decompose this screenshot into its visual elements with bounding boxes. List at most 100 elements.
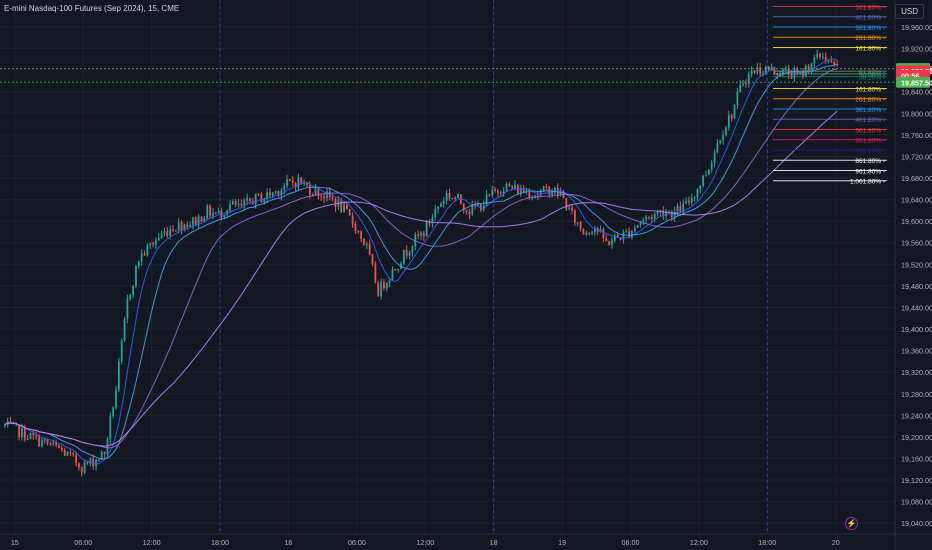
candle-body [454, 197, 457, 199]
candle-body [479, 204, 482, 211]
fib-level-label: 161.80% - [855, 45, 885, 52]
candle-body [269, 192, 271, 196]
candle-body [819, 53, 821, 58]
candle-body [132, 285, 134, 296]
candle-body [229, 204, 231, 211]
y-tick-label: 19,600.00 [901, 217, 932, 226]
candle-body [770, 66, 773, 71]
price-label: 19,857.50 [901, 78, 932, 87]
candle-body [18, 424, 20, 438]
candle-body [237, 203, 240, 205]
candle-body [457, 194, 459, 199]
candle-body [747, 74, 750, 84]
y-tick-label: 19,320.00 [901, 368, 932, 377]
moving-average-line [4, 58, 838, 465]
currency-selector[interactable]: USD [895, 4, 924, 19]
candle-body [331, 197, 334, 200]
candle-body [497, 190, 499, 193]
candle-body [58, 445, 60, 448]
candle-body [63, 449, 66, 456]
candle-body [545, 186, 548, 188]
candle-body [816, 53, 819, 58]
candle-body [639, 221, 642, 225]
candle-body [180, 222, 183, 231]
fib-level-label: 861.80% - [855, 158, 885, 165]
x-tick-label: 12:00 [416, 538, 434, 547]
candle-body [46, 439, 49, 444]
candle-body [796, 68, 799, 73]
candle-body [200, 216, 203, 222]
candle-body [160, 233, 163, 238]
x-tick-label: 16 [284, 538, 292, 547]
candle-body [209, 205, 211, 216]
candle-body [117, 361, 120, 390]
x-tick-label: 12:00 [690, 538, 708, 547]
candle-body [628, 231, 630, 238]
candle-body [240, 203, 243, 206]
x-tick-label: 06:00 [74, 538, 92, 547]
candle-body [565, 198, 568, 209]
fib-level-label: 50.00% - [859, 72, 885, 79]
candle-body [582, 228, 585, 235]
candle-body [231, 201, 234, 205]
candle-body [100, 451, 103, 460]
candle-body [391, 269, 394, 281]
candle-body [656, 211, 659, 215]
candle-body [745, 83, 747, 85]
candle-body [86, 462, 89, 464]
candle-body [576, 222, 579, 224]
y-tick-label: 19,560.00 [901, 239, 932, 248]
candle-body [425, 221, 428, 237]
candle-body [143, 253, 146, 256]
candle-body [613, 235, 616, 241]
y-tick-label: 19,640.00 [901, 196, 932, 205]
y-tick-label: 19,400.00 [901, 325, 932, 334]
candle-body [485, 194, 488, 206]
candle-body [306, 182, 308, 186]
candle-body [223, 215, 226, 218]
candle-body [408, 252, 411, 256]
x-tick-label: 20 [832, 538, 840, 547]
candle-body [605, 238, 608, 242]
candle-body [713, 152, 716, 164]
candle-body [764, 66, 767, 74]
candle-body [246, 198, 249, 201]
candle-body [477, 204, 479, 207]
candle-body [505, 184, 508, 192]
x-tick-label: 18:00 [758, 538, 776, 547]
candle-body [263, 198, 266, 203]
candle-body [394, 269, 397, 271]
candle-body [465, 210, 468, 212]
candle-body [602, 229, 605, 239]
candle-body [633, 227, 636, 232]
candle-body [288, 179, 291, 181]
candle-body [23, 427, 26, 440]
candle-body [542, 186, 545, 191]
candle-body [673, 211, 676, 218]
candle-body [363, 238, 365, 246]
y-tick-label: 19,240.00 [901, 411, 932, 420]
candle-body [348, 209, 351, 216]
y-tick-label: 19,720.00 [901, 152, 932, 161]
candle-body [29, 433, 32, 440]
candle-body [380, 281, 382, 297]
candle-body [388, 280, 391, 283]
candle-body [234, 201, 237, 205]
candle-body [351, 215, 354, 225]
candle-body [827, 60, 830, 62]
candle-body [525, 191, 528, 193]
candle-body [491, 189, 494, 195]
y-tick-label: 19,840.00 [901, 88, 932, 97]
candle-body [280, 190, 283, 196]
candle-body [346, 204, 348, 210]
x-tick-label: 18:00 [211, 538, 229, 547]
y-tick-label: 19,760.00 [901, 131, 932, 140]
candle-body [120, 340, 123, 362]
candle-body [616, 235, 619, 238]
candle-body [499, 192, 502, 194]
lightning-icon[interactable]: ⚡ [845, 517, 858, 530]
candle-body [773, 66, 776, 73]
candle-body [588, 232, 591, 234]
candle-body [705, 174, 707, 176]
